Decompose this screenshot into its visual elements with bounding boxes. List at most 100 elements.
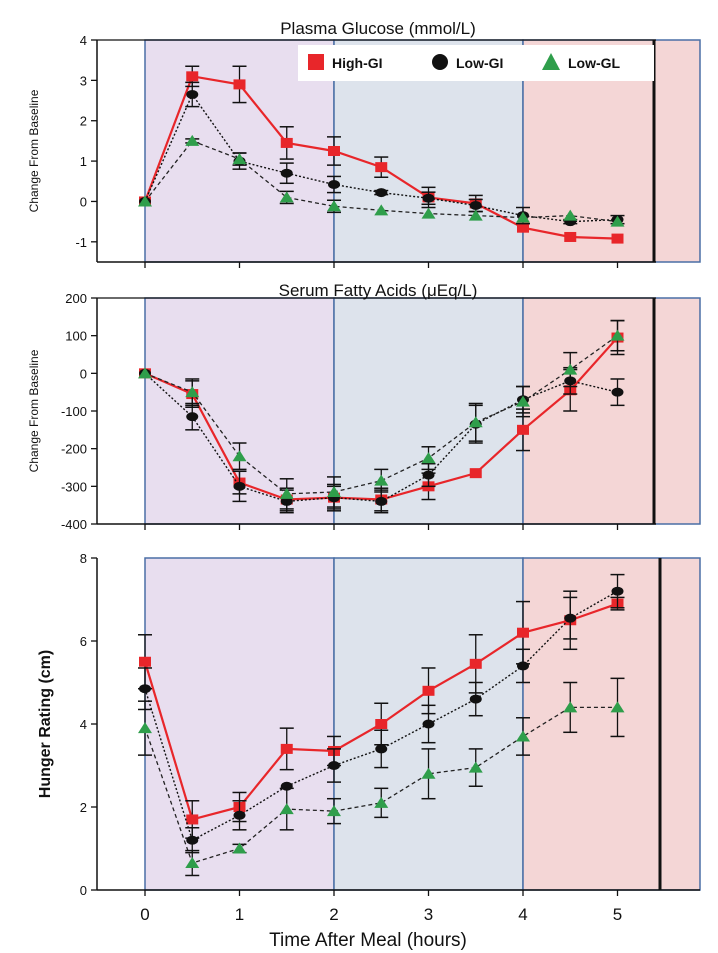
legend-box bbox=[298, 45, 654, 81]
y-tick-label: 4 bbox=[80, 717, 87, 732]
data-point-low-gi bbox=[328, 761, 340, 770]
legend-high-gi-marker bbox=[308, 54, 324, 70]
data-point-low-gi bbox=[186, 412, 199, 422]
data-point-low-gi bbox=[233, 481, 246, 491]
data-point-low-gl bbox=[232, 450, 247, 462]
y-tick-label: -400 bbox=[61, 517, 87, 532]
data-point-low-gl bbox=[421, 207, 436, 219]
y-tick-label: 2 bbox=[80, 800, 87, 815]
y-axis-title: Change From Baseline bbox=[27, 349, 41, 472]
data-point-low-gi bbox=[517, 661, 529, 671]
data-point-high-gi bbox=[375, 162, 388, 173]
x-tick-label: 3 bbox=[424, 905, 433, 924]
panel-title: Serum Fatty Acids (μEq/L) bbox=[279, 281, 478, 300]
data-point-high-gi bbox=[139, 656, 151, 667]
phase-band-1 bbox=[144, 557, 335, 891]
data-point-low-gl bbox=[185, 386, 200, 398]
data-point-low-gl bbox=[610, 329, 625, 341]
data-point-high-gi bbox=[233, 79, 246, 90]
data-point-low-gl bbox=[516, 395, 530, 407]
data-point-low-gl bbox=[185, 134, 200, 146]
y-tick-label: -100 bbox=[61, 404, 87, 419]
data-point-low-gl bbox=[374, 796, 389, 808]
data-point-high-gi bbox=[375, 719, 388, 729]
phase-band-3 bbox=[522, 557, 701, 891]
data-point-high-gi bbox=[280, 743, 293, 754]
data-point-low-gl bbox=[327, 485, 341, 497]
panel-title: Plasma Glucose (mmol/L) bbox=[280, 19, 476, 38]
chart-legend: High-GI Low-GI Low-GL bbox=[298, 45, 654, 81]
data-point-high-gi bbox=[564, 231, 577, 242]
panel-2: 200 100 0 -100 -200 -300 -400 Serum Fatty Acids… bbox=[27, 281, 701, 532]
x-tick-label: 1 bbox=[235, 905, 244, 924]
y-tick-label: 3 bbox=[80, 73, 87, 88]
data-point-low-gl bbox=[279, 191, 294, 203]
data-point-low-gl bbox=[563, 363, 578, 375]
series-low-gi bbox=[138, 573, 625, 854]
data-point-high-gi bbox=[611, 233, 624, 244]
data-point-high-gi bbox=[469, 468, 482, 479]
y-tick-label: 8 bbox=[80, 551, 87, 566]
chart-panels: 4 3 2 1 0 -1 Plasma Glucose (mmol/L) Change Fro… bbox=[27, 19, 701, 924]
data-point-high-gi bbox=[422, 685, 435, 696]
data-point-low-gl bbox=[563, 209, 578, 221]
series-line-low-gl bbox=[144, 706, 618, 864]
x-tick-label: 0 bbox=[140, 905, 149, 924]
legend-low-gl-marker bbox=[542, 53, 560, 70]
series-low-gl bbox=[138, 134, 625, 227]
x-tick-label: 4 bbox=[518, 905, 527, 924]
data-point-low-gl bbox=[610, 701, 625, 713]
y-tick-label: -300 bbox=[61, 479, 87, 494]
data-point-low-gi bbox=[611, 387, 624, 397]
legend-low-gl-label: Low-GL bbox=[568, 55, 621, 71]
y-tick-label: 0 bbox=[80, 194, 87, 209]
data-point-low-gl bbox=[138, 195, 152, 207]
y-axis-title: Change From Baseline bbox=[27, 89, 41, 212]
data-point-low-gl bbox=[232, 842, 247, 854]
data-point-high-gi bbox=[280, 137, 293, 148]
data-point-low-gi bbox=[375, 188, 388, 198]
y-tick-label: 4 bbox=[80, 33, 87, 48]
data-point-low-gi bbox=[469, 694, 482, 704]
data-point-low-gl bbox=[516, 211, 530, 223]
y-tick-label: 2 bbox=[80, 114, 87, 129]
y-tick-label: 1 bbox=[80, 154, 87, 169]
data-point-low-gi bbox=[139, 684, 151, 694]
data-point-low-gl bbox=[421, 767, 436, 779]
data-point-low-gl bbox=[468, 416, 483, 428]
data-point-high-gi bbox=[517, 424, 529, 435]
data-point-high-gi bbox=[186, 814, 199, 825]
data-point-low-gi bbox=[280, 168, 293, 178]
data-point-low-gi bbox=[422, 470, 435, 480]
data-point-high-gi bbox=[517, 222, 529, 233]
data-point-low-gi bbox=[186, 835, 199, 845]
data-point-low-gl bbox=[468, 761, 483, 773]
y-tick-label: 6 bbox=[80, 634, 87, 649]
data-point-low-gl bbox=[232, 153, 247, 165]
data-point-low-gl bbox=[374, 204, 389, 216]
data-point-low-gl bbox=[374, 474, 389, 486]
legend-high-gi-label: High-GI bbox=[332, 55, 383, 71]
y-tick-label: 200 bbox=[65, 291, 87, 306]
data-point-low-gi bbox=[233, 810, 246, 820]
data-point-low-gl bbox=[421, 452, 436, 464]
x-axis-title: Time After Meal (hours) bbox=[269, 930, 467, 951]
data-point-low-gi bbox=[564, 613, 577, 623]
data-point-low-gl bbox=[468, 209, 483, 221]
data-point-low-gi bbox=[422, 193, 435, 203]
data-point-high-gi bbox=[186, 71, 199, 82]
data-point-low-gl bbox=[610, 215, 625, 227]
data-point-low-gi bbox=[422, 719, 435, 729]
data-point-low-gi bbox=[375, 496, 388, 506]
data-point-low-gl bbox=[516, 730, 530, 742]
data-point-low-gi bbox=[186, 89, 199, 99]
y-tick-label: 0 bbox=[80, 883, 87, 898]
data-point-low-gl bbox=[563, 701, 578, 713]
y-tick-label: 0 bbox=[80, 366, 87, 381]
legend-low-gi-label: Low-GI bbox=[456, 55, 503, 71]
x-tick-label: 5 bbox=[613, 905, 622, 924]
data-point-low-gi bbox=[469, 200, 482, 210]
data-point-low-gl bbox=[279, 803, 294, 815]
series-low-gl bbox=[138, 677, 625, 877]
phase-band-3 bbox=[522, 297, 701, 525]
